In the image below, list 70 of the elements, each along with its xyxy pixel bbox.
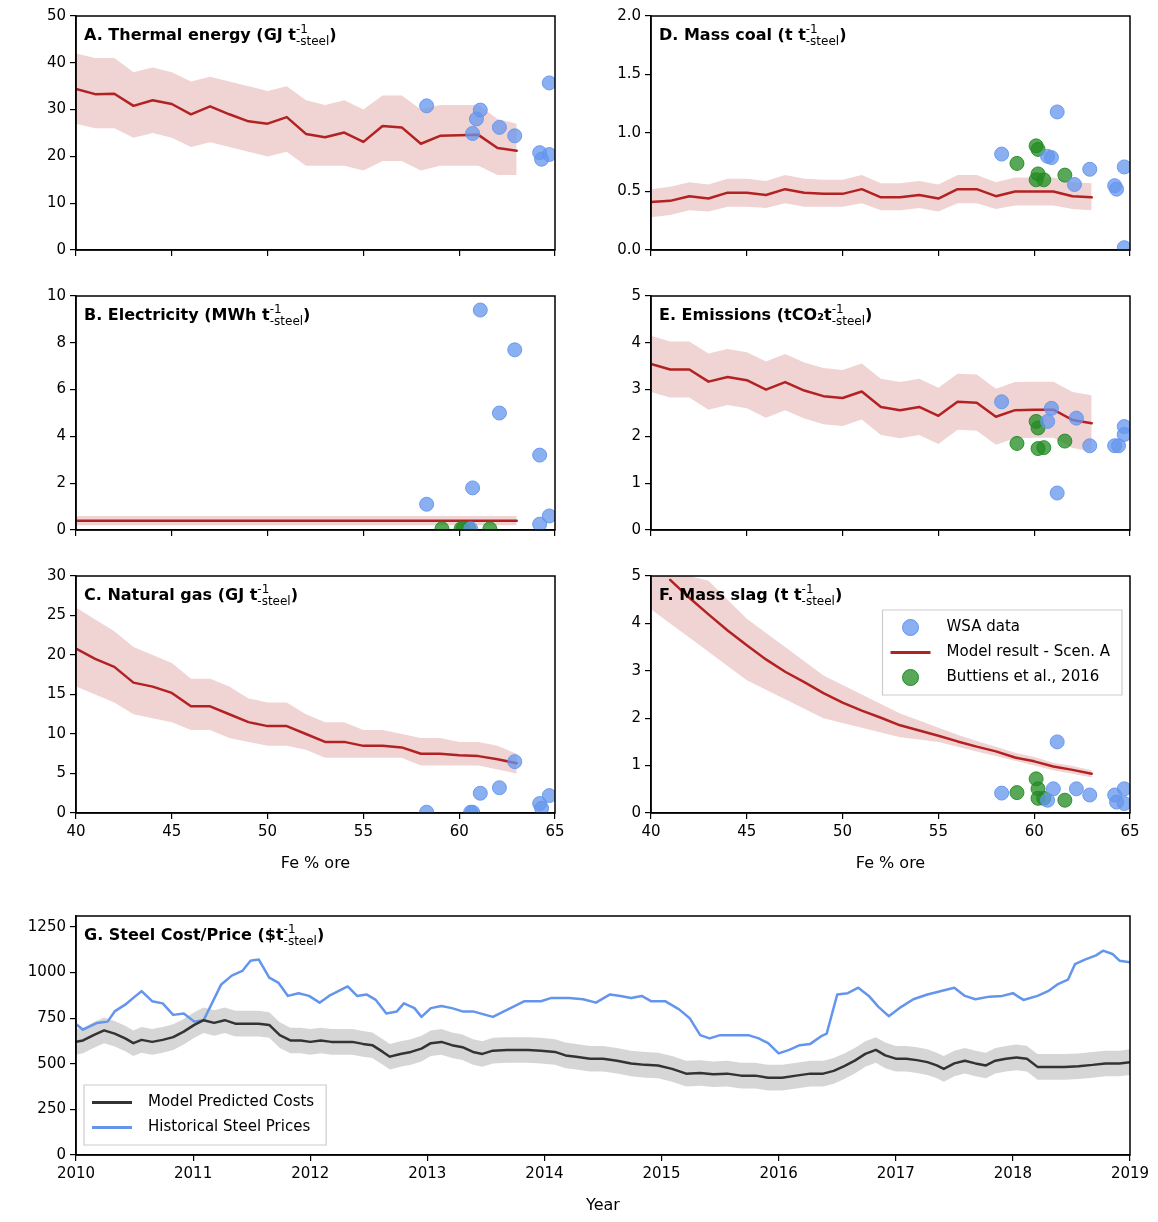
x-tick-label: 2015 [642, 1163, 681, 1182]
y-tick-label: 0.0 [617, 239, 641, 258]
y-tick-label: 5 [631, 565, 641, 584]
y-tick-label: 30 [46, 99, 66, 118]
x-tick-label: 2019 [1110, 1163, 1150, 1182]
x-tick-label: 55 [353, 821, 373, 840]
x-tick-label: 2011 [174, 1163, 213, 1182]
x-tick-label: 60 [449, 821, 469, 840]
y-tick-label: 4 [56, 426, 66, 445]
x-tick-label: 2013 [408, 1163, 447, 1182]
y-tick-label: 0 [631, 802, 641, 821]
y-tick-label: 8 [56, 332, 66, 351]
x-tick-label: 2017 [876, 1163, 915, 1182]
legend-label: WSA data [946, 617, 1020, 636]
y-tick-label: 1000 [27, 962, 66, 981]
legend-label: Historical Steel Prices [148, 1117, 311, 1136]
x-tick-label: 2016 [759, 1163, 798, 1182]
y-tick-label: 750 [37, 1008, 66, 1027]
x-tick-label: 2014 [525, 1163, 564, 1182]
x-tick-label: 45 [737, 821, 757, 840]
x-axis-title: Fe % ore [280, 852, 351, 872]
y-tick-label: 2.0 [617, 5, 641, 24]
y-tick-label: 50 [46, 5, 66, 24]
y-tick-label: 0 [56, 239, 66, 258]
y-tick-label: 5 [631, 285, 641, 304]
y-tick-label: 250 [37, 1099, 66, 1118]
legend-label: Model Predicted Costs [148, 1092, 315, 1111]
x-tick-label: 65 [545, 821, 565, 840]
y-tick-label: 2 [631, 426, 641, 445]
y-tick-label: 10 [46, 285, 66, 304]
legend-label: Model result - Scen. A [946, 642, 1111, 661]
y-tick-label: 2 [56, 473, 66, 492]
x-axis-title: Fe % ore [855, 852, 926, 872]
x-tick-label: 2018 [993, 1163, 1032, 1182]
y-tick-label: 30 [46, 565, 66, 584]
x-tick-label: 65 [1120, 821, 1140, 840]
y-tick-label: 10 [46, 193, 66, 212]
x-tick-label: 2010 [56, 1163, 96, 1182]
x-tick-label: 45 [162, 821, 182, 840]
x-axis-title: Year [585, 1194, 621, 1214]
y-tick-label: 10 [46, 723, 66, 742]
y-tick-label: 0.5 [617, 181, 641, 200]
y-tick-label: 0 [631, 519, 641, 538]
y-tick-label: 1.5 [617, 64, 641, 83]
y-tick-label: 0 [56, 802, 66, 821]
y-tick-label: 4 [631, 613, 641, 632]
y-tick-label: 3 [631, 660, 641, 679]
y-tick-label: 15 [46, 684, 66, 703]
y-tick-label: 1250 [27, 916, 66, 935]
y-tick-label: 6 [56, 379, 66, 398]
y-tick-label: 3 [631, 379, 641, 398]
x-tick-label: 55 [928, 821, 948, 840]
y-tick-label: 500 [37, 1053, 66, 1072]
legend-label: Buttiens et al., 2016 [946, 667, 1100, 686]
x-tick-label: 50 [258, 821, 278, 840]
y-tick-label: 5 [56, 763, 66, 782]
y-tick-label: 1 [631, 755, 641, 774]
y-tick-label: 25 [46, 605, 66, 624]
y-tick-label: 2 [631, 708, 641, 727]
x-tick-label: 2012 [291, 1163, 330, 1182]
y-tick-label: 1 [631, 473, 641, 492]
x-tick-label: 50 [833, 821, 853, 840]
y-tick-label: 0 [56, 519, 66, 538]
y-tick-label: 40 [46, 52, 66, 71]
y-tick-label: 20 [46, 644, 66, 663]
y-tick-label: 20 [46, 146, 66, 165]
y-tick-label: 4 [631, 332, 641, 351]
y-tick-label: 1.0 [617, 122, 641, 141]
y-tick-label: 0 [56, 1144, 66, 1163]
x-tick-label: 60 [1024, 821, 1044, 840]
